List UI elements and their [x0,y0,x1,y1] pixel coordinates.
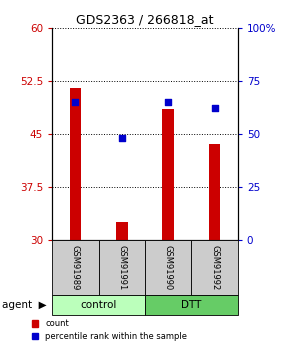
Text: GSM91989: GSM91989 [71,245,80,290]
Bar [191,240,238,295]
Bar [145,240,191,295]
Text: GSM91991: GSM91991 [117,245,126,290]
Text: agent  ▶: agent ▶ [2,300,46,310]
Title: GDS2363 / 266818_at: GDS2363 / 266818_at [76,13,214,27]
Point [212,106,217,111]
Bar [52,295,145,315]
Text: GSM91992: GSM91992 [210,245,219,290]
Point [119,135,124,141]
Text: control: control [80,300,117,310]
Text: GSM91990: GSM91990 [164,245,173,290]
Text: DTT: DTT [181,300,202,310]
Bar [116,222,128,240]
Bar [162,109,174,240]
Bar [52,240,99,295]
Bar [145,295,238,315]
Point [166,99,171,105]
Bar [99,240,145,295]
Bar [70,88,81,240]
Legend: count, percentile rank within the sample: count, percentile rank within the sample [32,319,187,341]
Point [73,99,78,105]
Bar [209,145,220,240]
